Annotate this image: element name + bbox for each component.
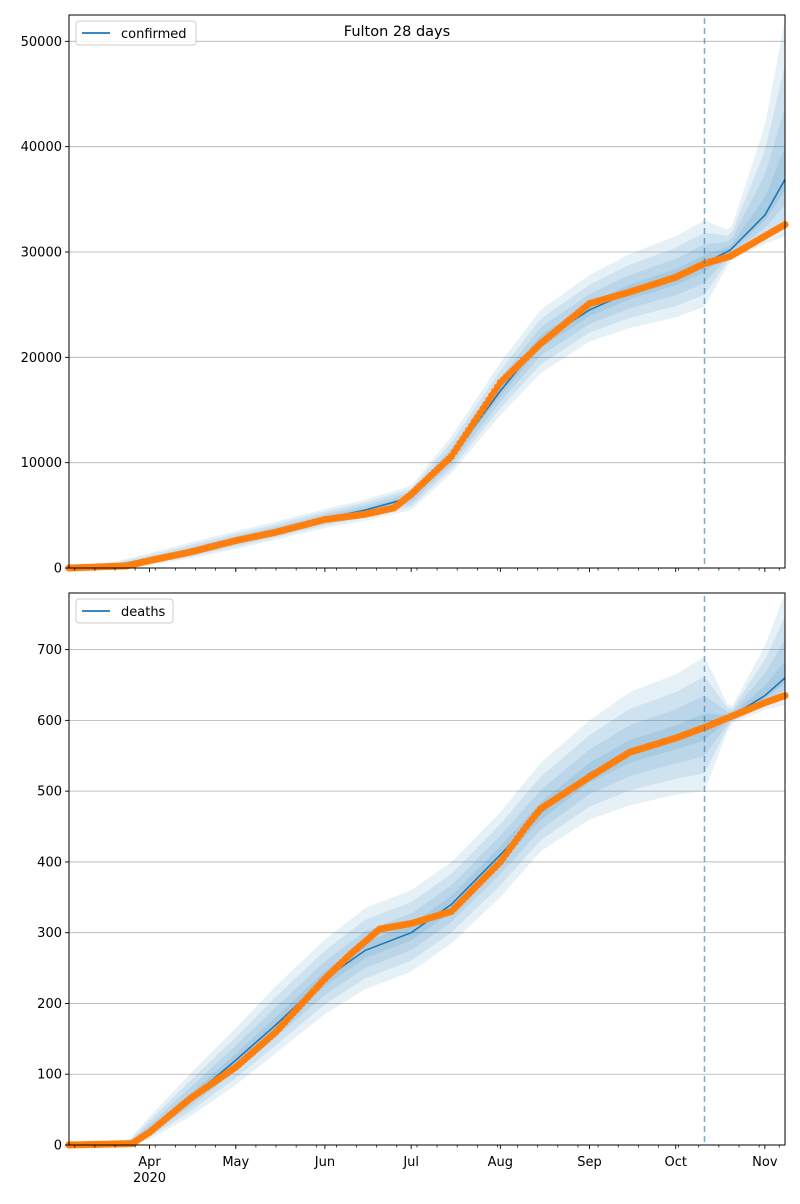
- uncertainty-band: [69, 20, 785, 569]
- y-tick-label: 700: [37, 643, 62, 658]
- y-tick-label: 0: [54, 562, 62, 577]
- x-tick-label: Sep: [577, 1155, 602, 1170]
- x-tick-sublabel: 2020: [133, 1171, 166, 1186]
- y-tick-label: 300: [37, 926, 62, 941]
- y-tick-label: 20000: [21, 351, 62, 366]
- y-tick-label: 500: [37, 785, 62, 800]
- legend-label: deaths: [121, 605, 166, 620]
- uncertainty-band: [69, 147, 785, 568]
- uncertainty-band: [69, 107, 785, 568]
- chart-title: Fulton 28 days: [344, 24, 450, 40]
- y-tick-label: 400: [37, 855, 62, 870]
- uncertainty-band: [69, 616, 785, 1145]
- x-tick-label: Jun: [314, 1155, 335, 1170]
- y-tick-label: 30000: [21, 246, 62, 261]
- x-tick-label: Jul: [402, 1155, 419, 1170]
- y-tick-label: 200: [37, 997, 62, 1012]
- y-tick-label: 50000: [21, 35, 62, 50]
- legend: deaths: [75, 598, 174, 624]
- uncertainty-band: [69, 593, 785, 1145]
- y-tick-label: 10000: [21, 456, 62, 471]
- y-tick-label: 100: [37, 1068, 62, 1083]
- legend-label: confirmed: [121, 27, 187, 42]
- x-tick-label: May: [222, 1155, 249, 1170]
- legend-box: [75, 598, 174, 624]
- y-tick-label: 600: [37, 714, 62, 729]
- legend-box: [75, 20, 197, 46]
- x-tick-label: Oct: [664, 1155, 686, 1170]
- y-tick-label: 40000: [21, 140, 62, 155]
- legend: confirmed: [75, 20, 197, 46]
- x-tick-label: Nov: [752, 1155, 778, 1170]
- axes-frame: [68, 14, 786, 569]
- panel-confirmed: 0 10000 20000 30000 40000 50000 confirmed: [21, 14, 789, 577]
- axes-frame: [68, 592, 786, 1146]
- x-tick-label: Apr: [138, 1155, 161, 1170]
- y-tick-label: 0: [54, 1139, 62, 1154]
- x-tick-label: Aug: [488, 1155, 513, 1170]
